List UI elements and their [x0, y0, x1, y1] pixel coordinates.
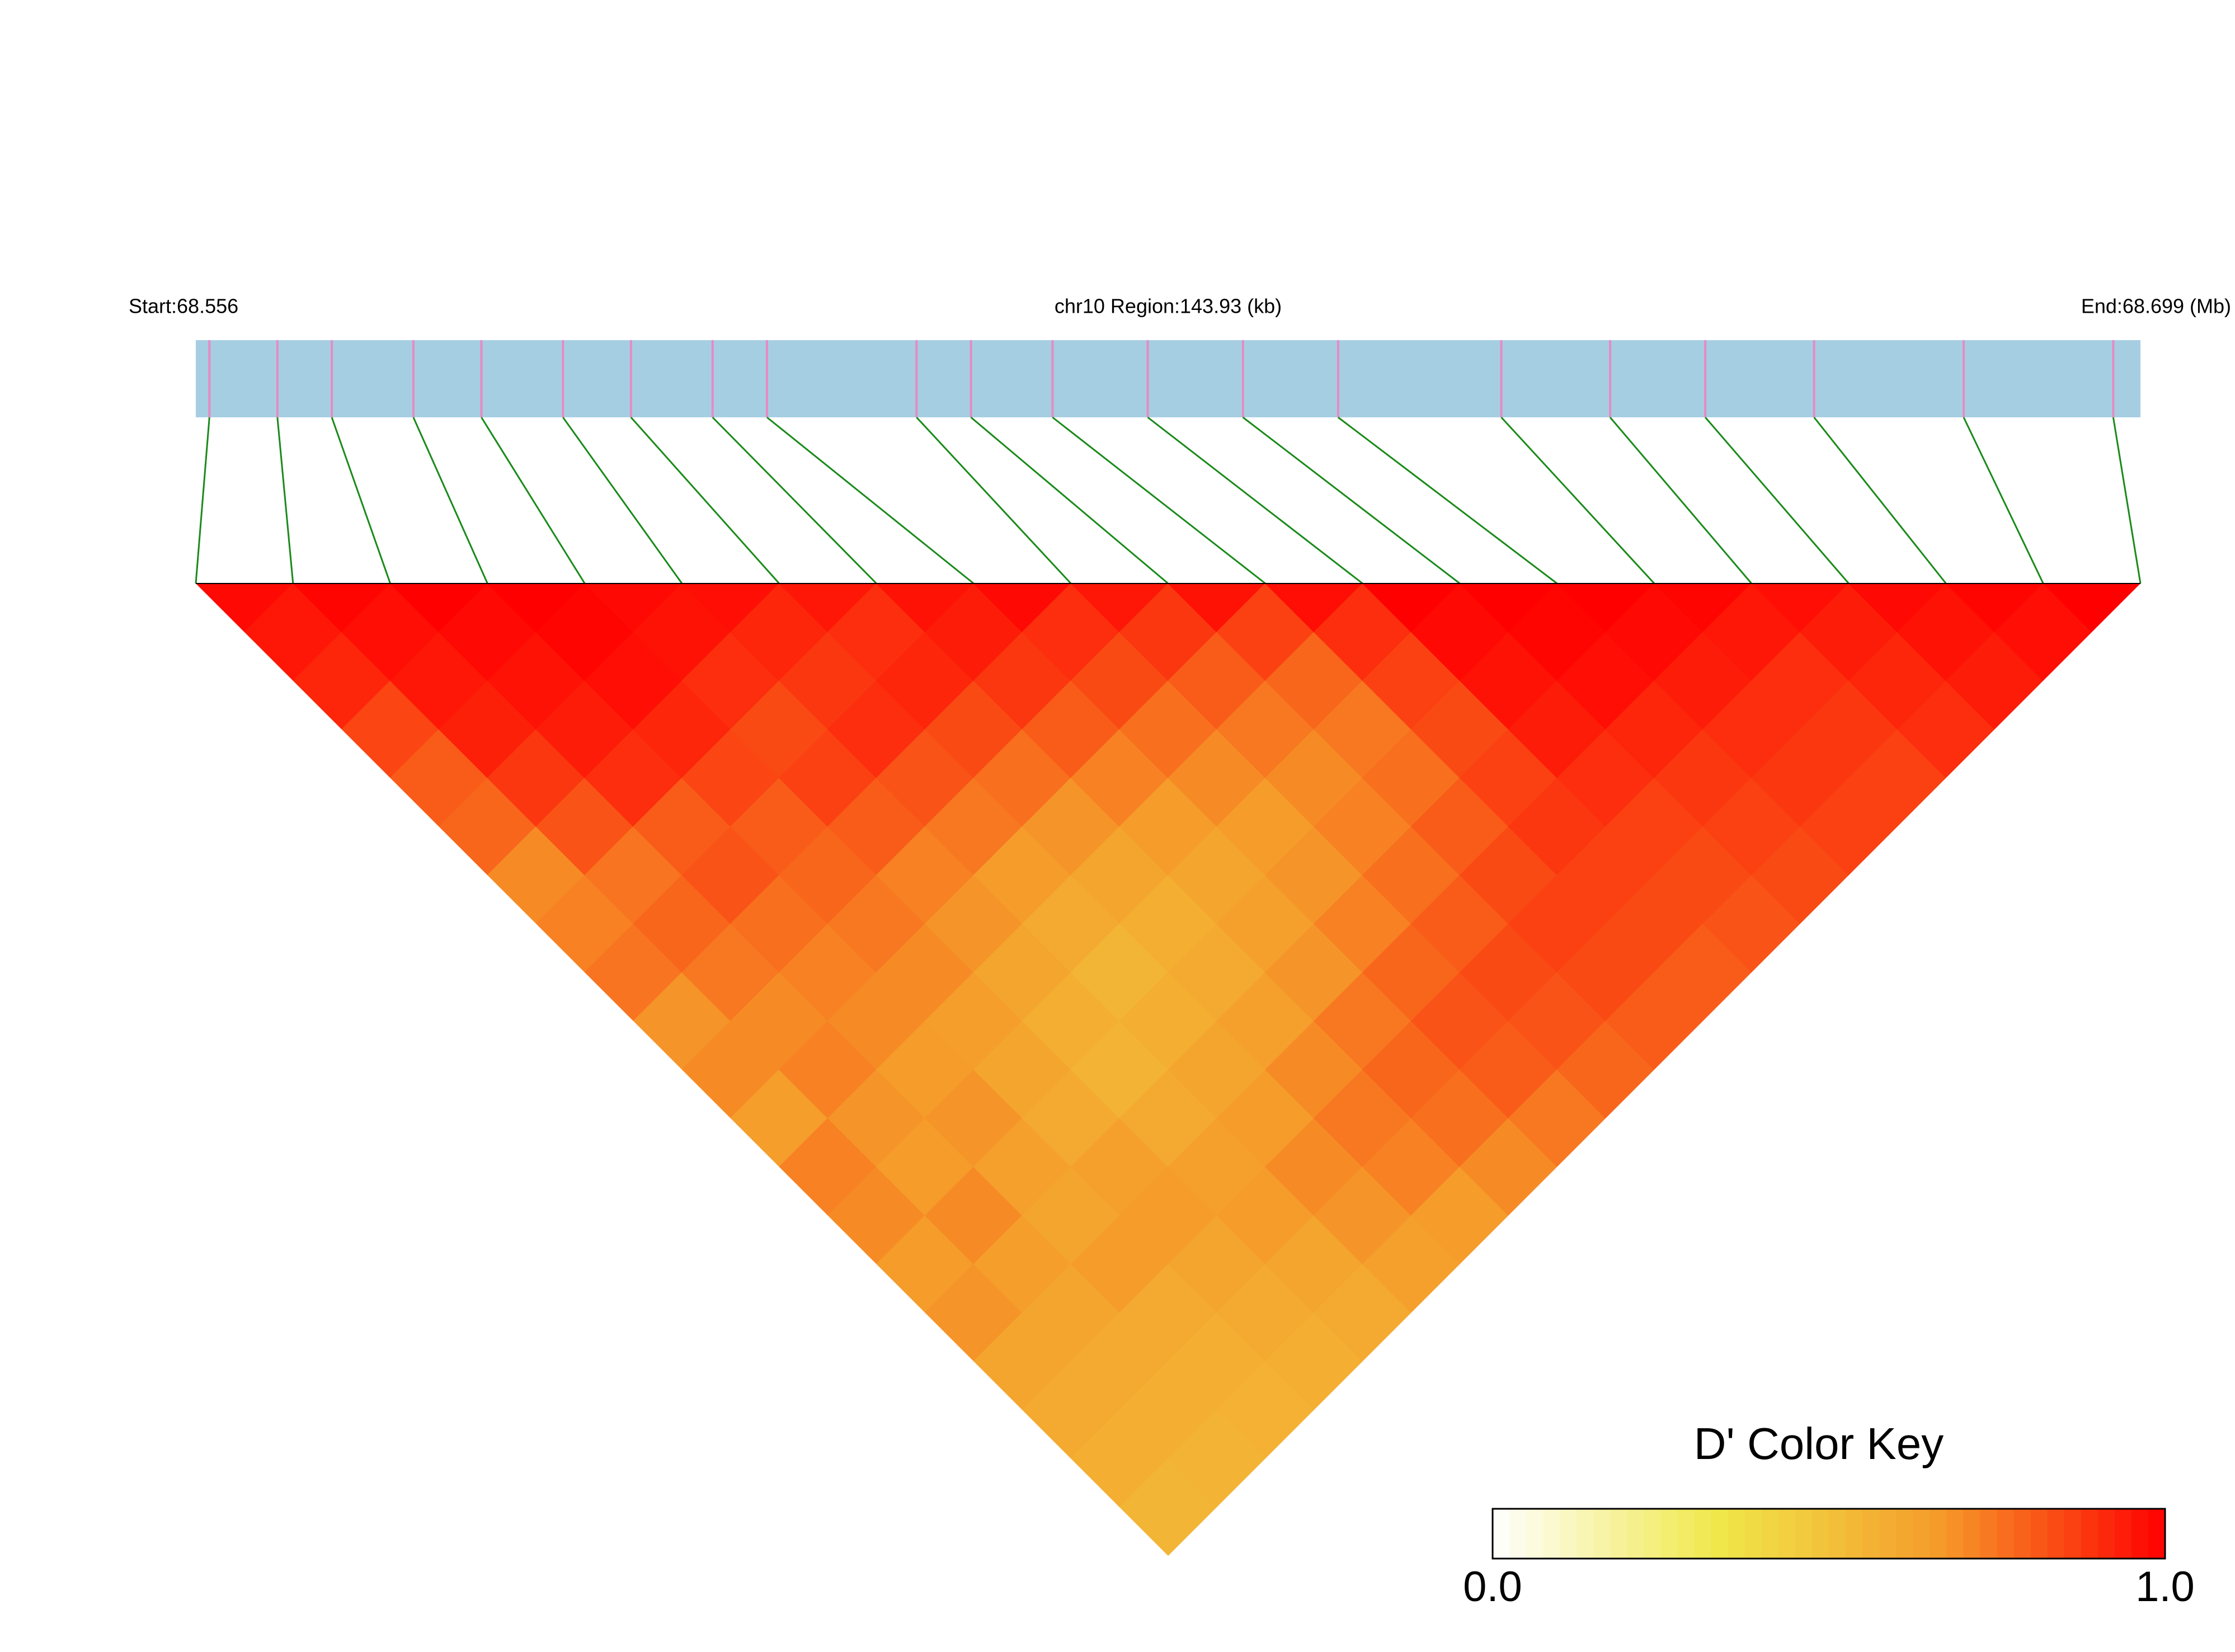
key-swatch — [1846, 1509, 1864, 1559]
key-swatch — [1896, 1509, 1914, 1559]
key-swatch — [1660, 1509, 1678, 1559]
snp-link — [1147, 416, 1363, 585]
key-swatch — [1980, 1509, 1998, 1559]
start-label: Start:68.556 — [129, 295, 238, 318]
key-swatch — [1778, 1509, 1796, 1559]
region-label: chr10 Region:143.93 (kb) — [1055, 295, 1282, 318]
gene-track — [196, 340, 2140, 417]
key-swatch — [2013, 1509, 2031, 1559]
snp-link — [562, 417, 683, 584]
key-swatch — [2114, 1509, 2132, 1559]
key-swatch — [1560, 1509, 1578, 1559]
key-swatch — [1627, 1509, 1645, 1559]
key-swatch — [1728, 1509, 1745, 1559]
snp-link — [1500, 416, 1655, 585]
key-swatch — [1744, 1509, 1762, 1559]
snp-link — [1705, 417, 1850, 584]
key-swatch — [2030, 1509, 2048, 1559]
snp-link — [276, 417, 294, 584]
snp-link — [481, 417, 586, 584]
colorbar-title: D' Color Key — [1694, 1419, 1944, 1469]
key-swatch — [1946, 1509, 1964, 1559]
key-swatch — [1862, 1509, 1880, 1559]
key-swatch — [1997, 1509, 2015, 1559]
key-swatch — [1930, 1509, 1947, 1559]
snp-link — [712, 416, 877, 585]
key-swatch — [1493, 1509, 1511, 1559]
key-swatch — [2047, 1509, 2065, 1559]
snp-link — [970, 416, 1169, 585]
snp-link — [1609, 417, 1752, 584]
snp-link — [1337, 416, 1558, 585]
key-swatch — [1829, 1509, 1847, 1559]
snp-link — [916, 416, 1072, 585]
key-swatch — [2097, 1509, 2115, 1559]
snp-link — [1052, 416, 1266, 585]
snp-link — [1813, 417, 1947, 584]
key-swatch — [1610, 1509, 1628, 1559]
key-frame — [1491, 1508, 2166, 1560]
key-swatch — [1577, 1509, 1594, 1559]
key-swatch — [2131, 1509, 2149, 1559]
snp-link — [1242, 416, 1461, 585]
colorbar-tick-label: 0.0 — [1463, 1563, 1522, 1611]
key-swatch — [1677, 1509, 1695, 1559]
key-swatch — [1543, 1509, 1561, 1559]
key-swatch — [1644, 1509, 1662, 1559]
key-swatch — [1526, 1509, 1544, 1559]
key-swatch — [1593, 1509, 1611, 1559]
key-swatch — [1761, 1509, 1779, 1559]
snp-link — [630, 417, 780, 584]
snp-link — [412, 417, 488, 584]
key-swatch — [1963, 1509, 1981, 1559]
key-swatch — [2148, 1509, 2166, 1559]
key-swatch — [1913, 1509, 1931, 1559]
key-swatch — [2064, 1509, 2082, 1559]
snp-link — [766, 416, 975, 585]
snp-link — [2112, 417, 2142, 584]
colorbar-tick-label: 1.0 — [2135, 1563, 2195, 1611]
key-swatch — [1795, 1509, 1813, 1559]
snp-link — [331, 417, 392, 584]
key-swatch — [1711, 1509, 1729, 1559]
snp-link — [195, 417, 210, 584]
key-swatch — [1811, 1509, 1829, 1559]
end-label: End:68.699 (Mb) — [2081, 295, 2231, 318]
key-swatch — [2081, 1509, 2098, 1559]
heatmap — [196, 583, 2140, 1556]
key-swatch — [1879, 1509, 1897, 1559]
key-swatch — [1694, 1509, 1712, 1559]
snp-link — [1963, 417, 2044, 584]
key-swatch — [1509, 1509, 1527, 1559]
